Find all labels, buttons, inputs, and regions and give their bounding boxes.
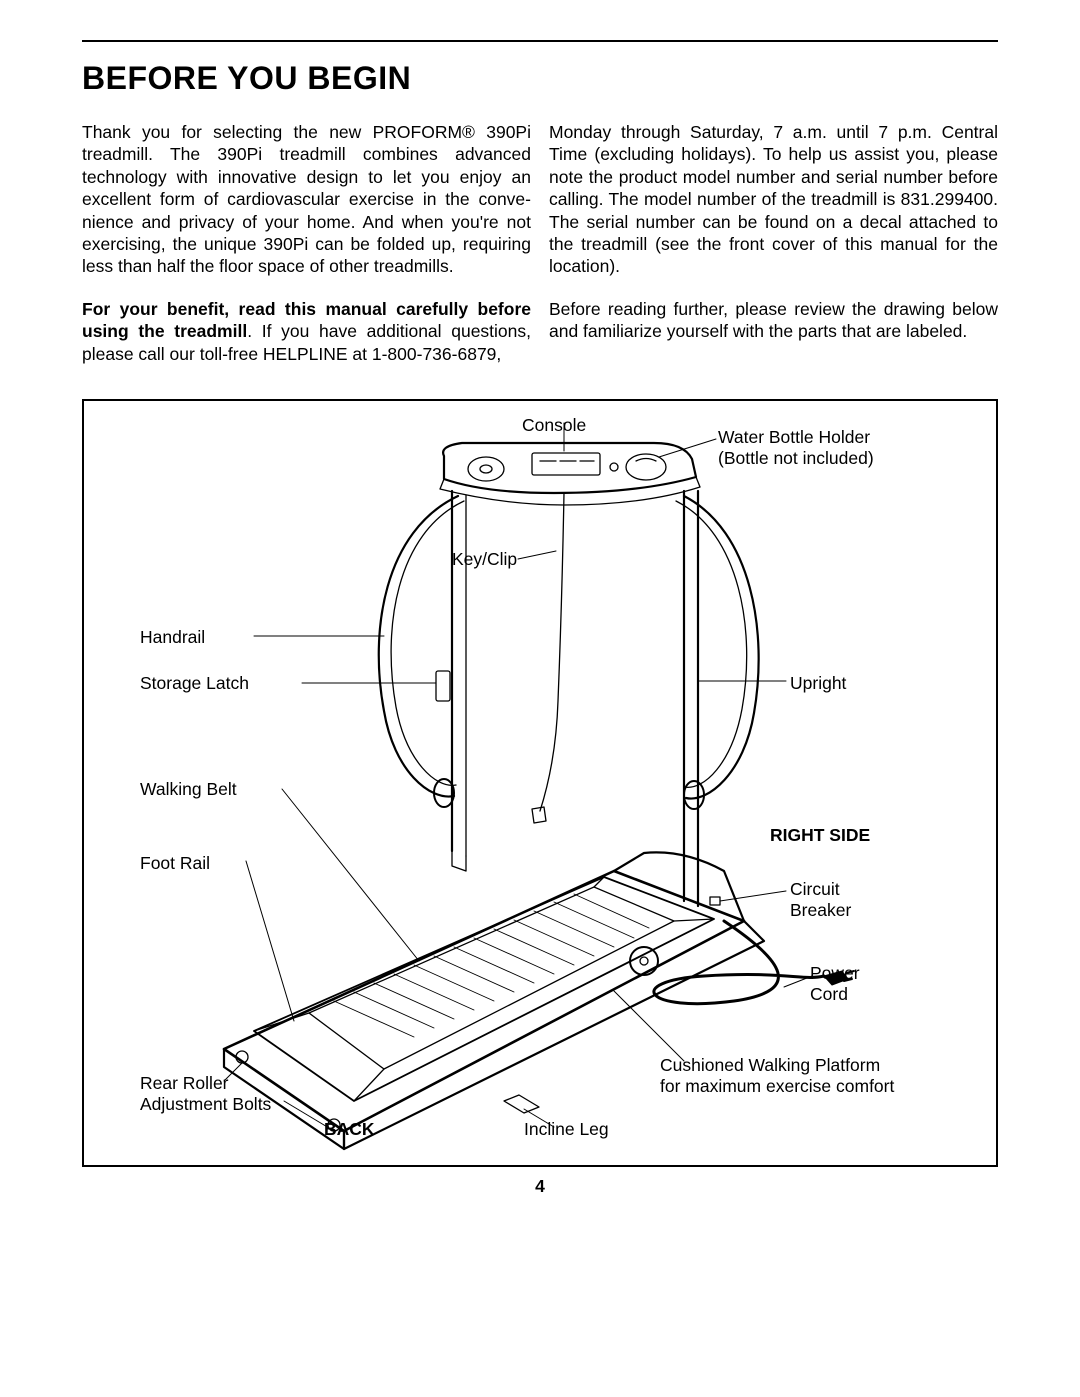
label-handrail: Handrail [140,627,205,648]
body-columns: Thank you for selecting the new PROFORM®… [82,121,998,385]
label-water-bottle: Water Bottle Holder (Bottle not included… [718,427,874,470]
page-title: BEFORE YOU BEGIN [82,60,998,97]
paragraph-3: Before reading further, please review th… [549,298,998,343]
label-console: Console [522,415,586,436]
label-cushioned: Cushioned Walking Platform for maximum e… [660,1055,894,1098]
label-walking-belt: Walking Belt [140,779,237,800]
paragraph-2a: For your benefit, read this manual caref… [82,298,531,365]
label-foot-rail: Foot Rail [140,853,210,874]
label-circuit-breaker: Circuit Breaker [790,879,851,922]
paragraph-2b: Monday through Saturday, 7 a.m. until 7 … [549,121,998,278]
label-power-cord: Power Cord [810,963,860,1006]
treadmill-diagram: Console Water Bottle Holder (Bottle not … [82,399,998,1167]
label-upright: Upright [790,673,846,694]
paragraph-1: Thank you for selecting the new PROFORM®… [82,121,531,278]
label-incline-leg: Incline Leg [524,1119,609,1140]
label-right-side: RIGHT SIDE [770,825,870,846]
label-rear-roller: Rear Roller Adjustment Bolts [140,1073,271,1116]
page-number: 4 [535,1176,545,1197]
label-storage-latch: Storage Latch [140,673,249,694]
label-key-clip: Key/Clip [452,549,517,570]
label-back: BACK [324,1119,375,1140]
